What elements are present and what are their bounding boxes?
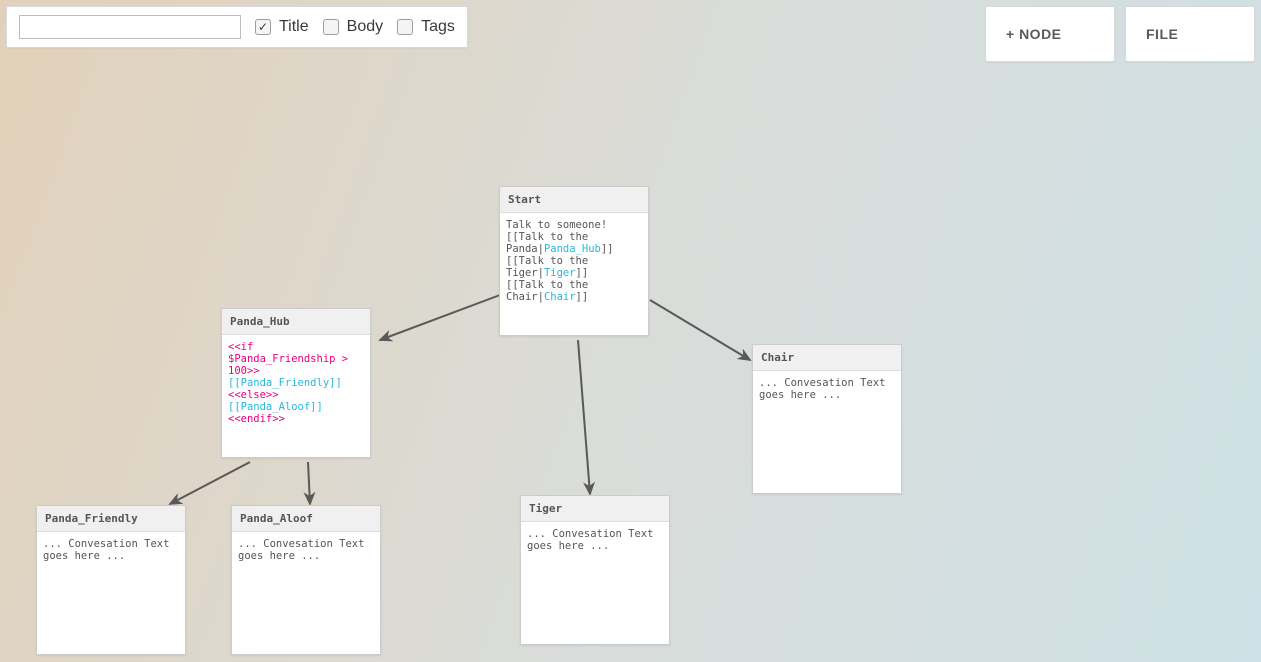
filter-body-checkbox[interactable] [323, 19, 339, 35]
filter-title-label: Title [279, 18, 309, 36]
node-title[interactable]: Panda_Friendly [37, 506, 185, 532]
edge-Panda_Hub-Panda_Friendly [170, 462, 250, 504]
file-button-label: FILE [1146, 26, 1178, 42]
filter-body-group[interactable]: Body [323, 18, 383, 36]
node-title[interactable]: Start [500, 187, 648, 213]
search-input[interactable] [19, 15, 241, 39]
node-body[interactable]: ... Convesation Text goes here ... [521, 522, 669, 558]
node-body[interactable]: ... Convesation Text goes here ... [753, 371, 901, 407]
filter-tags-checkbox[interactable] [397, 19, 413, 35]
node-title[interactable]: Panda_Hub [222, 309, 370, 335]
node-title[interactable]: Chair [753, 345, 901, 371]
filter-body-label: Body [347, 18, 383, 36]
node-body[interactable]: Talk to someone! [[Talk to the Panda|Pan… [500, 213, 648, 309]
node-panda_aloof[interactable]: Panda_Aloof... Convesation Text goes her… [231, 505, 381, 655]
edge-Start-Panda_Hub [380, 295, 500, 340]
node-title[interactable]: Tiger [521, 496, 669, 522]
node-body[interactable]: ... Convesation Text goes here ... [37, 532, 185, 568]
filter-title-group[interactable]: Title [255, 18, 309, 36]
file-button[interactable]: FILE [1125, 6, 1255, 62]
edge-Start-Tiger [578, 340, 590, 494]
filter-tags-group[interactable]: Tags [397, 18, 455, 36]
node-panda_friendly[interactable]: Panda_Friendly... Convesation Text goes … [36, 505, 186, 655]
node-panda_hub[interactable]: Panda_Hub<<if $Panda_Friendship > 100>> … [221, 308, 371, 458]
node-tiger[interactable]: Tiger... Convesation Text goes here ... [520, 495, 670, 645]
node-chair[interactable]: Chair... Convesation Text goes here ... [752, 344, 902, 494]
filter-title-checkbox[interactable] [255, 19, 271, 35]
add-node-button-label: + NODE [1006, 26, 1062, 42]
node-body[interactable]: ... Convesation Text goes here ... [232, 532, 380, 568]
edge-Start-Chair [650, 300, 750, 360]
edge-Panda_Hub-Panda_Aloof [308, 462, 310, 504]
canvas[interactable]: Title Body Tags + NODE FILE StartTalk to… [0, 0, 1261, 662]
node-body[interactable]: <<if $Panda_Friendship > 100>> [[Panda_F… [222, 335, 370, 431]
top-buttons: + NODE FILE [985, 6, 1255, 62]
add-node-button[interactable]: + NODE [985, 6, 1115, 62]
node-start[interactable]: StartTalk to someone! [[Talk to the Pand… [499, 186, 649, 336]
node-title[interactable]: Panda_Aloof [232, 506, 380, 532]
search-toolbar: Title Body Tags [6, 6, 468, 48]
filter-tags-label: Tags [421, 18, 455, 36]
